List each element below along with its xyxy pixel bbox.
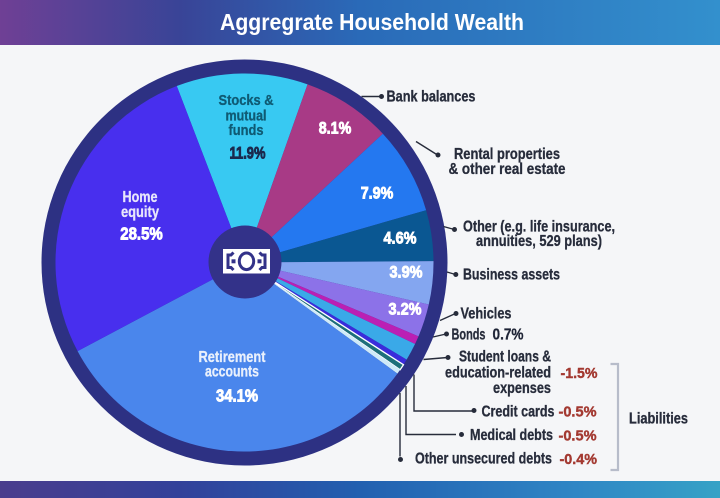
svg-text:equity: equity xyxy=(121,204,159,221)
svg-text:Home: Home xyxy=(123,189,158,206)
svg-text:Business assets: Business assets xyxy=(463,267,560,284)
svg-text:mutual: mutual xyxy=(226,108,267,125)
svg-text:-1.5%: -1.5% xyxy=(561,365,598,382)
svg-text:Aggregrate Household Wealth: Aggregrate Household Wealth xyxy=(220,9,524,35)
svg-text:Vehicles: Vehicles xyxy=(461,306,512,323)
svg-text:expenses: expenses xyxy=(493,380,551,397)
svg-text:Liabilities: Liabilities xyxy=(629,411,688,428)
svg-text:8.1%: 8.1% xyxy=(319,119,352,138)
svg-text:annuities, 529 plans): annuities, 529 plans) xyxy=(476,233,602,250)
svg-text:4.6%: 4.6% xyxy=(384,229,417,248)
svg-text:Credit cards: Credit cards xyxy=(482,404,555,421)
svg-text:-0.5%: -0.5% xyxy=(559,428,597,445)
svg-text:education-related: education-related xyxy=(445,365,551,382)
svg-text:Retirement: Retirement xyxy=(199,349,267,366)
svg-text:Bank balances: Bank balances xyxy=(387,89,476,106)
svg-text:Student loans &: Student loans & xyxy=(459,349,551,366)
svg-text:Medical debts: Medical debts xyxy=(470,427,553,444)
svg-text:Rental properties: Rental properties xyxy=(454,146,560,163)
svg-text:11.9%: 11.9% xyxy=(230,144,266,163)
svg-text:& other real estate: & other real estate xyxy=(449,161,566,178)
svg-text:3.2%: 3.2% xyxy=(389,300,422,319)
svg-text:funds: funds xyxy=(229,122,264,139)
svg-text:Other unsecured debts: Other unsecured debts xyxy=(415,451,552,468)
svg-text:-0.4%: -0.4% xyxy=(560,451,598,468)
svg-text:0.7%: 0.7% xyxy=(493,327,524,344)
svg-text:-0.5%: -0.5% xyxy=(559,404,597,421)
svg-text:Stocks &: Stocks & xyxy=(219,92,274,109)
svg-text:Other (e.g. life insurance,: Other (e.g. life insurance, xyxy=(463,219,615,236)
svg-text:accounts: accounts xyxy=(205,364,259,381)
svg-text:34.1%: 34.1% xyxy=(216,386,258,406)
svg-text:3.9%: 3.9% xyxy=(390,263,423,282)
svg-text:7.9%: 7.9% xyxy=(361,184,394,203)
svg-text:28.5%: 28.5% xyxy=(120,224,163,244)
svg-text:Bonds: Bonds xyxy=(452,327,486,344)
